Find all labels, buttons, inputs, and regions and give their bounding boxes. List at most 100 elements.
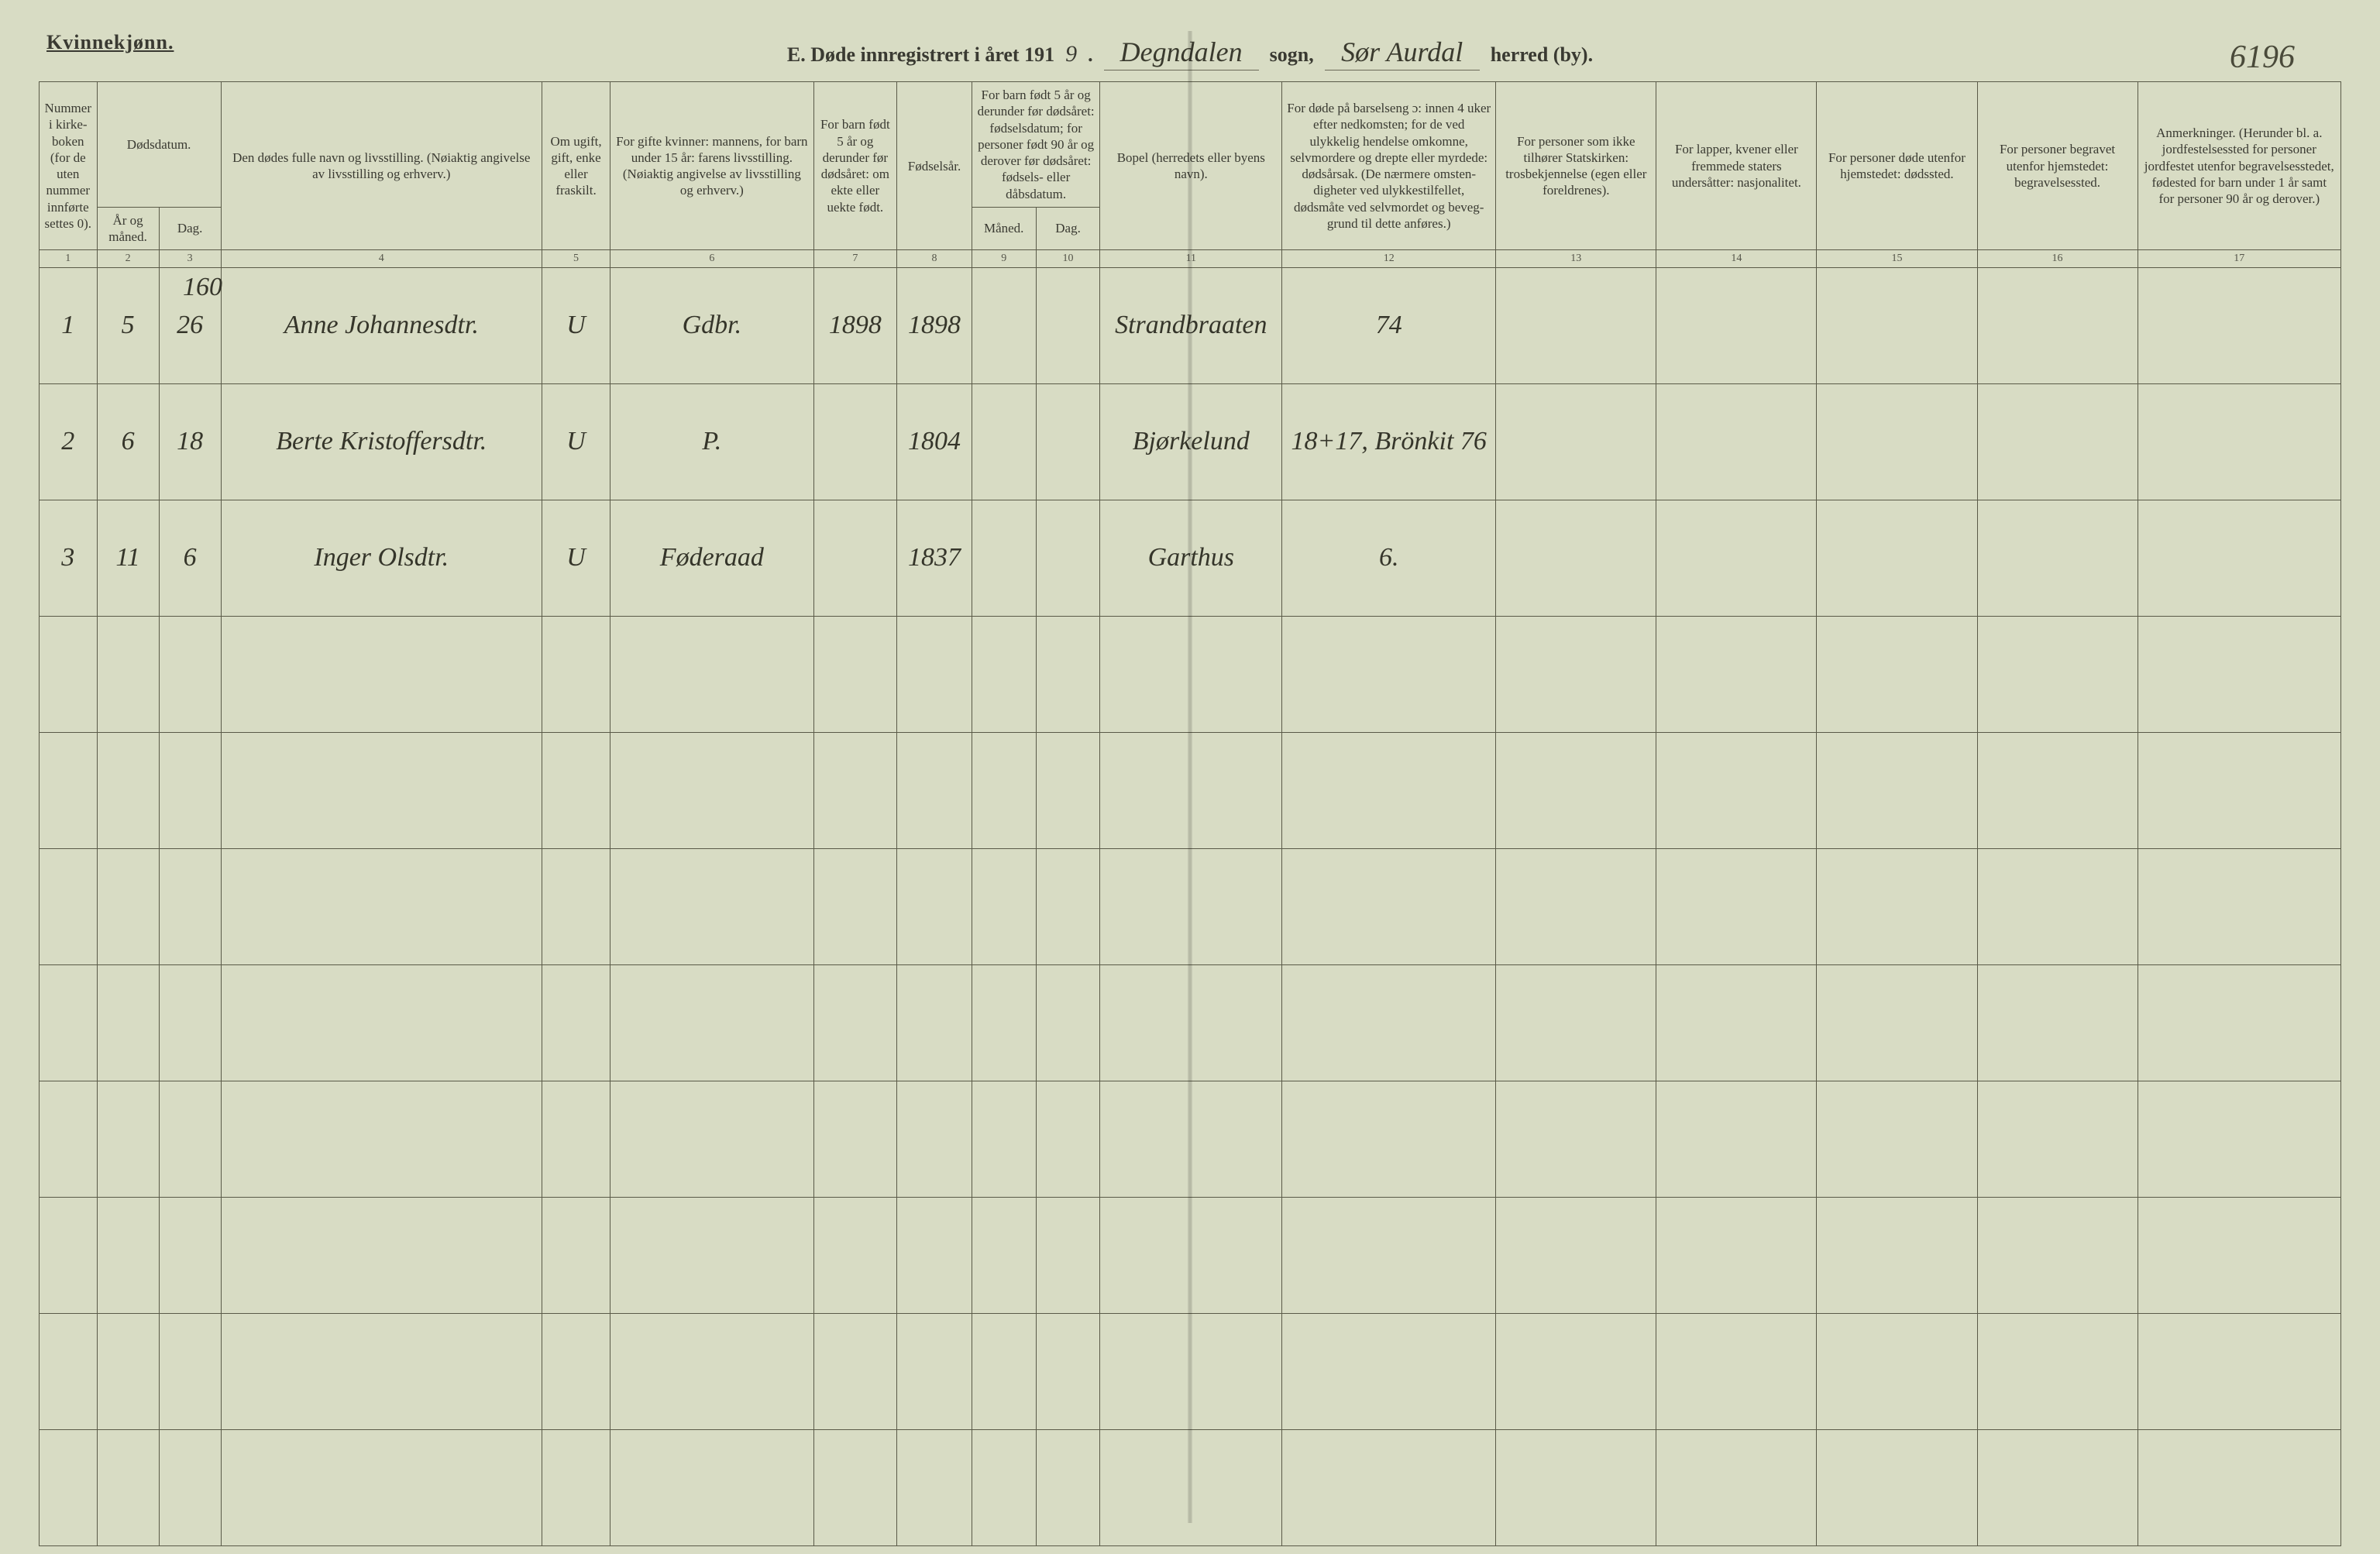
cell-m bbox=[972, 500, 1036, 616]
empty-cell bbox=[972, 732, 1036, 848]
empty-cell bbox=[1656, 848, 1817, 964]
cell-d bbox=[1036, 500, 1100, 616]
empty-cell bbox=[1817, 1429, 1977, 1545]
empty-cell bbox=[1817, 1313, 1977, 1429]
empty-cell bbox=[1036, 1313, 1100, 1429]
cell-birth: 1837 bbox=[897, 500, 972, 616]
empty-cell bbox=[97, 1081, 159, 1197]
empty-cell bbox=[1100, 1081, 1282, 1197]
colnum-10: 10 bbox=[1036, 250, 1100, 268]
column-number-row: 1 2 3 4 5 6 7 8 9 10 11 12 13 14 15 16 1… bbox=[40, 250, 2341, 268]
empty-cell bbox=[1977, 1429, 2138, 1545]
colnum-7: 7 bbox=[813, 250, 897, 268]
col-header-9-10-group: For barn født 5 år og derunder før dødså… bbox=[972, 82, 1100, 208]
colnum-5: 5 bbox=[542, 250, 610, 268]
cell-c7: 1898 bbox=[813, 267, 897, 383]
register-page: 6196 Kvinnekjønn. E. Døde innregistrert … bbox=[39, 31, 2341, 1523]
table-head: Nummer i kirke­boken (for de uten nummer… bbox=[40, 82, 2341, 268]
empty-cell bbox=[1817, 848, 1977, 964]
empty-cell bbox=[610, 616, 813, 732]
empty-cell bbox=[159, 732, 221, 848]
empty-cell bbox=[1496, 1197, 1656, 1313]
cell-c17 bbox=[2138, 267, 2340, 383]
empty-cell bbox=[97, 964, 159, 1081]
colnum-13: 13 bbox=[1496, 250, 1656, 268]
empty-cell bbox=[813, 1197, 897, 1313]
empty-cell bbox=[1036, 1081, 1100, 1197]
col-header-8: Fødsels­år. bbox=[897, 82, 972, 250]
cell-c15 bbox=[1817, 383, 1977, 500]
empty-cell bbox=[1496, 1429, 1656, 1545]
empty-cell bbox=[1036, 732, 1100, 848]
empty-cell bbox=[1282, 732, 1496, 848]
empty-cell bbox=[2138, 1429, 2340, 1545]
cell-c16 bbox=[1977, 267, 2138, 383]
empty-cell bbox=[972, 964, 1036, 1081]
empty-cell bbox=[1496, 616, 1656, 732]
empty-cell bbox=[542, 964, 610, 1081]
table-row-empty bbox=[40, 1313, 2341, 1429]
empty-cell bbox=[542, 1313, 610, 1429]
empty-cell bbox=[610, 1313, 813, 1429]
empty-cell bbox=[610, 964, 813, 1081]
title-period: . bbox=[1088, 43, 1093, 67]
empty-cell bbox=[40, 848, 98, 964]
empty-cell bbox=[1100, 848, 1282, 964]
empty-cell bbox=[2138, 848, 2340, 964]
empty-cell bbox=[221, 1197, 542, 1313]
empty-cell bbox=[1496, 732, 1656, 848]
empty-cell bbox=[1656, 1313, 1817, 1429]
empty-cell bbox=[542, 848, 610, 964]
empty-cell bbox=[1496, 848, 1656, 964]
colnum-9: 9 bbox=[972, 250, 1036, 268]
label-herred: herred (by). bbox=[1491, 43, 1593, 67]
empty-cell bbox=[1282, 964, 1496, 1081]
col-header-2: År og måned. bbox=[97, 207, 159, 250]
empty-cell bbox=[1656, 1197, 1817, 1313]
empty-cell bbox=[1282, 616, 1496, 732]
cell-res: Garthus bbox=[1100, 500, 1282, 616]
cell-rel: Gdbr. bbox=[610, 267, 813, 383]
cell-n: 1 bbox=[40, 267, 98, 383]
cell-c17 bbox=[2138, 383, 2340, 500]
cell-c15 bbox=[1817, 267, 1977, 383]
cell-n: 2 bbox=[40, 383, 98, 500]
empty-cell bbox=[972, 1081, 1036, 1197]
empty-cell bbox=[2138, 964, 2340, 1081]
empty-cell bbox=[897, 1313, 972, 1429]
empty-cell bbox=[1036, 1429, 1100, 1545]
sogn-handwritten: Degndalen bbox=[1104, 36, 1259, 70]
empty-cell bbox=[1036, 616, 1100, 732]
table-row-empty bbox=[40, 964, 2341, 1081]
empty-cell bbox=[972, 1313, 1036, 1429]
empty-cell bbox=[1977, 1313, 2138, 1429]
title-year-suffix: 9 bbox=[1065, 41, 1077, 67]
col-header-2-group: Dødsdatum. bbox=[97, 82, 221, 208]
cell-m bbox=[972, 267, 1036, 383]
empty-cell bbox=[972, 848, 1036, 964]
colnum-11: 11 bbox=[1100, 250, 1282, 268]
table-row-empty bbox=[40, 848, 2341, 964]
empty-cell bbox=[610, 1429, 813, 1545]
cell-name: Anne Johannesdtr. bbox=[221, 267, 542, 383]
empty-cell bbox=[159, 616, 221, 732]
empty-cell bbox=[1817, 1197, 1977, 1313]
empty-cell bbox=[1656, 732, 1817, 848]
empty-cell bbox=[221, 1313, 542, 1429]
col-header-5: Om ugift, gift, enke eller fraskilt. bbox=[542, 82, 610, 250]
empty-cell bbox=[897, 1429, 972, 1545]
empty-cell bbox=[610, 848, 813, 964]
empty-cell bbox=[813, 964, 897, 1081]
empty-cell bbox=[542, 1429, 610, 1545]
cell-rel: Føderaad bbox=[610, 500, 813, 616]
empty-cell bbox=[40, 964, 98, 1081]
cell-cause: 6. bbox=[1282, 500, 1496, 616]
cell-cause: 74 bbox=[1282, 267, 1496, 383]
cell-birth: 1898 bbox=[897, 267, 972, 383]
empty-cell bbox=[1656, 1429, 1817, 1545]
empty-cell bbox=[897, 1197, 972, 1313]
empty-cell bbox=[897, 732, 972, 848]
cell-day: 18 bbox=[159, 383, 221, 500]
cell-status: U bbox=[542, 267, 610, 383]
empty-cell bbox=[2138, 732, 2340, 848]
